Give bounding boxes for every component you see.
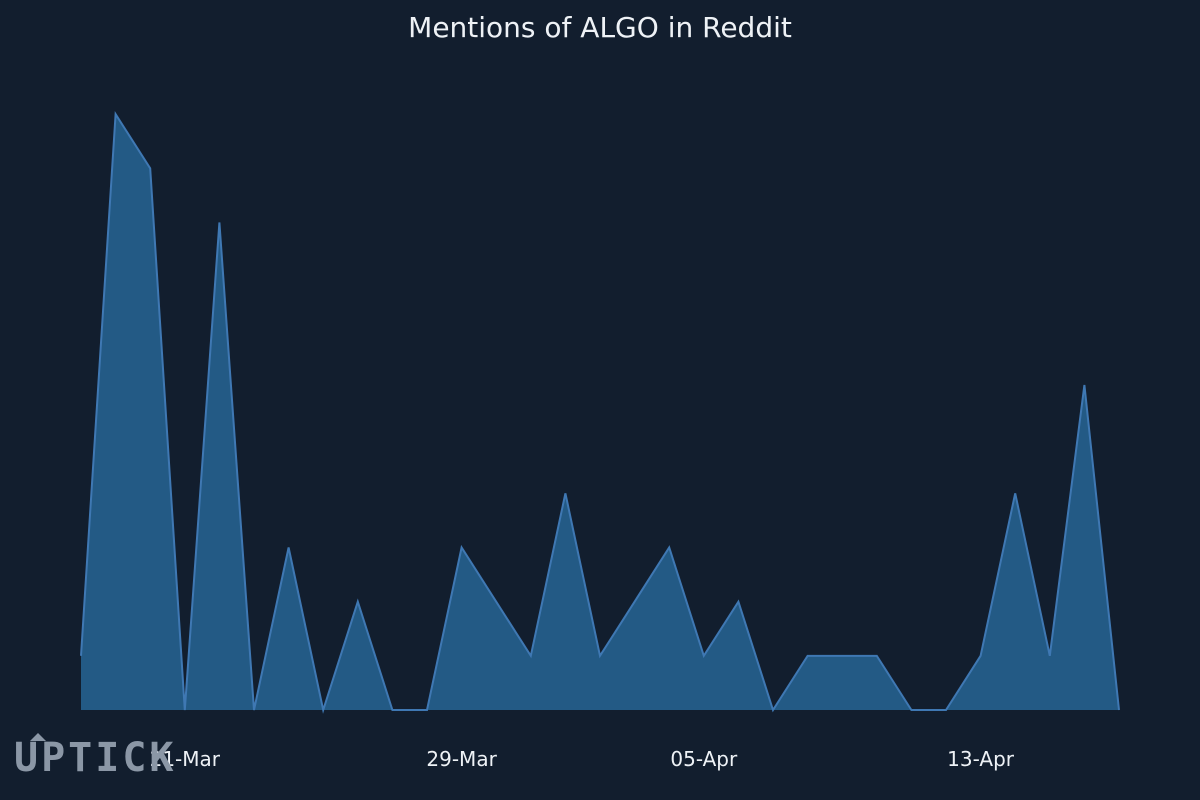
area-fill-series-0 bbox=[81, 114, 1119, 710]
area-layer bbox=[80, 111, 1120, 714]
uptick-logo: UPTICK bbox=[14, 733, 177, 781]
x-tick-label: 13-Apr bbox=[947, 747, 1015, 771]
logo-arrow-icon bbox=[30, 733, 46, 741]
area-line-series-0 bbox=[80, 111, 1120, 714]
chart-title: Mentions of ALGO in Reddit bbox=[408, 11, 792, 44]
x-tick-label: 05-Apr bbox=[670, 747, 738, 771]
x-tick-label: 29-Mar bbox=[426, 747, 497, 771]
logo-text: UPTICK bbox=[14, 735, 177, 781]
x-axis-ticks: 21-Mar 29-Mar 05-Apr 13-Apr bbox=[150, 747, 1015, 771]
x-tick-label: 21-Mar bbox=[150, 747, 221, 771]
